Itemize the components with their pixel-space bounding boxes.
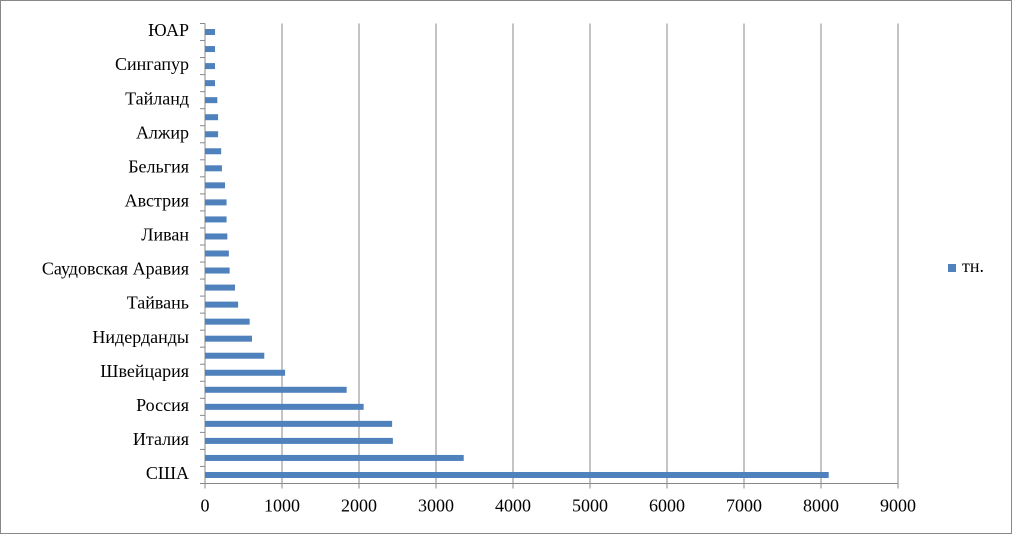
x-tick-label: 5000: [572, 496, 608, 516]
bar: [205, 46, 216, 53]
bar: [205, 165, 222, 172]
x-tick-label: 3000: [418, 496, 454, 516]
bar: [205, 250, 229, 257]
bar: [205, 403, 364, 410]
y-tick-label: Тайланд: [125, 88, 189, 108]
x-tick-label: 8000: [803, 496, 839, 516]
bar: [205, 267, 230, 274]
y-tick-label: Италия: [133, 429, 189, 449]
y-tick-label: Швейцария: [100, 361, 189, 381]
bar: [205, 114, 219, 121]
legend-swatch: [948, 264, 956, 272]
y-tick-label: Нидерданды: [92, 327, 189, 347]
x-tick-label: 0: [201, 496, 210, 516]
bar: [205, 233, 228, 240]
bar: [205, 182, 226, 189]
y-tick-label: Тайвань: [127, 293, 189, 313]
bar: [205, 420, 393, 427]
bar: [205, 148, 222, 155]
bar: [205, 29, 216, 36]
bar: [205, 301, 239, 308]
bar: [205, 80, 216, 87]
x-tick-label: 6000: [649, 496, 685, 516]
y-tick-label: Бельгия: [128, 156, 189, 176]
bar: [205, 454, 464, 461]
y-tick-label: Саудовская Аравия: [42, 259, 189, 279]
x-tick-label: 7000: [726, 496, 762, 516]
bar: [205, 63, 216, 70]
bar: [205, 318, 250, 325]
bar: [205, 386, 347, 393]
bar: [205, 369, 286, 376]
bar: [205, 199, 227, 206]
x-tick-label: 4000: [495, 496, 531, 516]
bar: [205, 131, 219, 138]
bar: [205, 216, 227, 223]
x-tick-label: 2000: [341, 496, 377, 516]
y-tick-label: Сингапур: [115, 54, 189, 74]
bar: [205, 97, 218, 104]
y-tick-label: ЮАР: [148, 20, 189, 40]
y-tick-label: Ливан: [141, 225, 189, 245]
x-tick-label: 1000: [264, 496, 300, 516]
bar: [205, 471, 829, 478]
bar: [205, 284, 236, 291]
legend-label: тн.: [962, 256, 984, 276]
bar: [205, 335, 252, 342]
x-tick-label: 9000: [880, 496, 916, 516]
y-tick-label: Алжир: [136, 122, 189, 142]
bar: [205, 437, 393, 444]
y-tick-label: Россия: [136, 395, 189, 415]
y-tick-label: Австрия: [125, 191, 189, 211]
y-tick-label: США: [146, 463, 189, 483]
bar: [205, 352, 265, 359]
